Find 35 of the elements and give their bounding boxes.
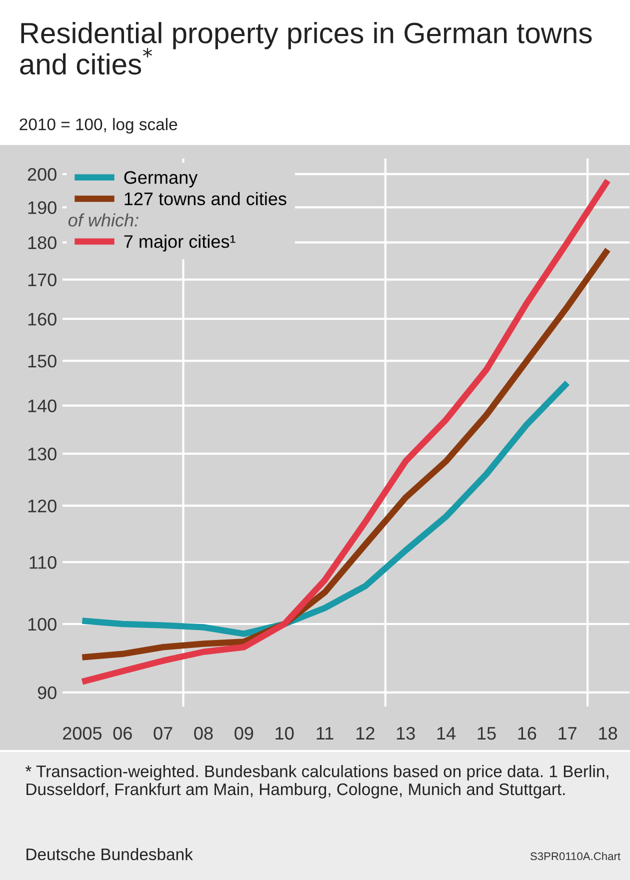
x-tick-label: 08 <box>194 726 213 740</box>
x-tick-label: 17 <box>558 727 576 740</box>
x-tick-label: 2005 <box>63 726 102 740</box>
x-tick-label: 07 <box>154 726 172 740</box>
chart-title: Residential property prices in German towns and cities$^{*}$ <box>20 22 592 75</box>
x-tick-label: 18 <box>599 726 618 740</box>
chart-subtitle: 2010 = 100, log scale <box>20 118 178 134</box>
y-tick-label: 200 <box>28 168 56 181</box>
x-tick-label: 11 <box>316 727 334 740</box>
y-tick-label: 150 <box>28 354 56 368</box>
y-tick-label: 130 <box>28 448 56 460</box>
text: Deutsche Bundesbank <box>26 848 193 860</box>
text: * Transaction-weighted. Bundesbank calculations based on price data. 1 Berlin, Dusseldorf, Frankfurt am Main, Hamburg, Cologne, Munich and Stuttgart. <box>25 765 608 798</box>
legend-label: Germany <box>124 171 198 188</box>
x-tick-label: 10 <box>276 726 294 740</box>
x-tick-label: 16 <box>518 726 536 740</box>
y-tick-label: 110 <box>30 556 56 569</box>
legend-label: 7 major cities¹ <box>124 234 236 252</box>
y-tick-label: 160 <box>28 312 56 326</box>
x-tick-label: 15 <box>478 727 496 740</box>
legend-label: 127 towns and cities <box>124 192 286 206</box>
x-tick-label: 12 <box>356 726 374 740</box>
y-tick-label: 90 <box>38 686 56 700</box>
y-tick-label: 180 <box>28 236 56 250</box>
x-tick-label: 06 <box>113 726 132 740</box>
annotation: of which: <box>68 213 138 227</box>
x-tick-label: 13 <box>396 726 415 740</box>
y-tick-label: 190 <box>28 201 56 214</box>
text: S3PR0110A.Chart <box>530 852 620 860</box>
y-tick-label: 140 <box>28 400 56 412</box>
y-tick-label: 100 <box>28 618 56 631</box>
y-tick-label: 170 <box>28 273 56 286</box>
x-tick-label: 09 <box>234 726 254 740</box>
y-tick-label: 120 <box>28 500 56 512</box>
x-tick-label: 14 <box>437 727 456 740</box>
